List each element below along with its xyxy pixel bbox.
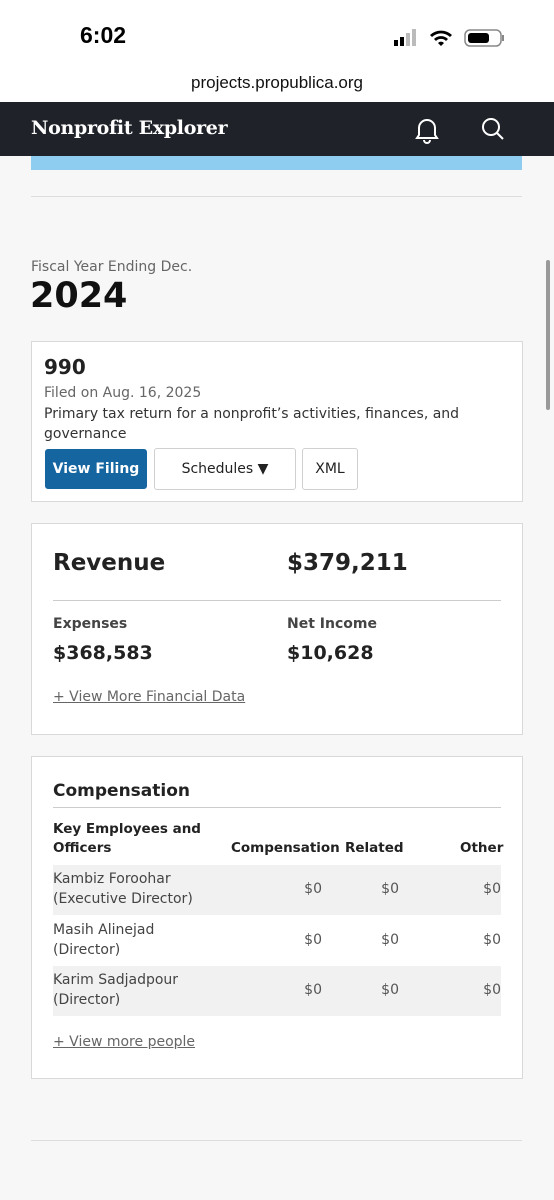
site-header: Nonprofit Explorer xyxy=(0,102,554,156)
employee-name: Kambiz Foroohar xyxy=(53,871,171,887)
filing-card: 990 Filed on Aug. 16, 2025 Primary tax r… xyxy=(31,341,523,502)
form-description: Primary tax return for a nonprofit’s act… xyxy=(44,406,460,442)
related-cell: $0 xyxy=(381,881,399,897)
compensation-cell: $0 xyxy=(304,931,322,948)
scrollbar xyxy=(546,260,550,410)
url-bar[interactable]: projects.propublica.org xyxy=(0,65,554,102)
other-cell: $0 xyxy=(483,931,501,948)
divider xyxy=(31,1140,522,1141)
revenue-value: $379,211 xyxy=(287,550,408,576)
xml-button[interactable]: XML xyxy=(302,448,358,490)
divider xyxy=(31,196,522,197)
other-cell: $0 xyxy=(483,982,501,998)
url: projects.propublica.org xyxy=(191,73,363,92)
related-cell: $0 xyxy=(381,982,399,998)
employee-name: Karim Sadjadpour xyxy=(53,972,179,988)
table-row: Masih Alinejad (Director) $0 $0 $0 xyxy=(53,915,501,966)
table-row: Karim Sadjadpour (Director) $0 $0 $0 xyxy=(53,966,501,1016)
revenue-label: Revenue xyxy=(53,550,166,576)
related-cell: $0 xyxy=(381,931,399,948)
employee-title: (Executive Director) xyxy=(53,891,193,907)
expenses-value: $368,583 xyxy=(53,642,153,664)
compensation-title: Compensation xyxy=(53,781,190,801)
compensation-card: Compensation Key Employees and Officers … xyxy=(31,756,523,1079)
status-bar: 6:02 xyxy=(0,0,554,65)
status-icons xyxy=(394,29,504,47)
employee-title: (Director) xyxy=(53,992,121,1008)
clock: 6:02 xyxy=(80,22,127,48)
compensation-cell: $0 xyxy=(304,881,322,897)
employee-name: Masih Alinejad xyxy=(53,921,155,938)
employee-title: (Director) xyxy=(53,941,121,958)
net-income-value: $10,628 xyxy=(287,642,374,664)
more-financial-link[interactable]: + View More Financial Data xyxy=(53,689,246,705)
notice-strip xyxy=(31,156,522,170)
compensation-cell: $0 xyxy=(304,982,322,998)
column-header: Other xyxy=(460,840,504,856)
expenses-label: Expenses xyxy=(53,616,128,632)
schedules-button[interactable]: Schedules ▼ xyxy=(154,448,296,490)
search-icon[interactable] xyxy=(481,117,507,143)
divider xyxy=(53,807,501,808)
divider xyxy=(53,600,501,601)
other-cell: $0 xyxy=(483,881,501,897)
column-header: Key Employees and Officers xyxy=(53,821,201,856)
form-name: 990 xyxy=(44,355,86,379)
financials-card: Revenue $379,211 Expenses $368,583 Net I… xyxy=(31,523,523,735)
column-header: Compensation xyxy=(231,840,340,856)
table-row: Kambiz Foroohar (Executive Director) $0 $0 $… xyxy=(53,865,501,915)
filed-date: Filed on Aug. 16, 2025 xyxy=(44,385,202,401)
fiscal-label: Fiscal Year Ending Dec. xyxy=(31,259,193,275)
more-people-link[interactable]: + View more people xyxy=(53,1034,196,1050)
site-title[interactable]: Nonprofit Explorer xyxy=(31,117,228,139)
bell-icon[interactable] xyxy=(414,116,440,144)
fiscal-year: 2024 xyxy=(30,276,128,316)
view-filing-button[interactable]: View Filing xyxy=(45,449,147,489)
net-income-label: Net Income xyxy=(287,616,377,632)
column-header: Related xyxy=(345,840,404,856)
